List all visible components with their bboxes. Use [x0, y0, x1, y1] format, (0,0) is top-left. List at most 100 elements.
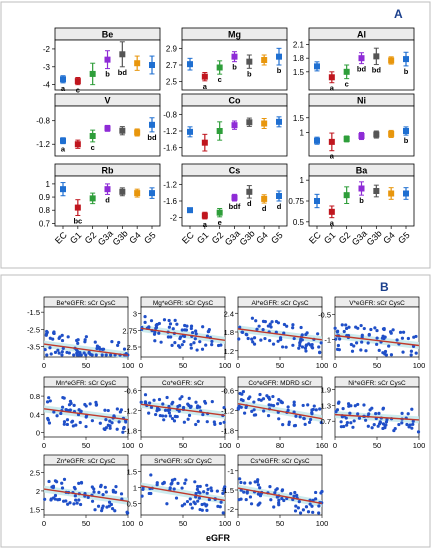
data-point [376, 424, 380, 428]
group-g3b: bd [372, 47, 381, 75]
data-point [312, 404, 316, 408]
y-tick-label: 0.75 [288, 197, 304, 206]
data-point [342, 424, 346, 429]
data-point [182, 334, 187, 338]
panel-b-label: B [380, 280, 389, 294]
data-point [203, 399, 207, 404]
mean-marker [261, 120, 268, 127]
data-point [153, 339, 157, 343]
x-tick-label: 50 [373, 441, 381, 450]
group-ec: a [60, 137, 66, 154]
data-point [184, 328, 189, 332]
data-point [222, 487, 226, 491]
data-point [308, 502, 312, 506]
group-g5: b [276, 47, 282, 75]
subplot-title: Rb [102, 166, 114, 176]
data-point [239, 480, 243, 485]
data-point [157, 331, 161, 335]
data-point [250, 316, 255, 320]
data-point [205, 503, 209, 507]
y-tick-label: 1.5 [30, 505, 40, 514]
data-point [270, 320, 274, 324]
y-tick-label: 2.5 [30, 468, 40, 477]
data-point [219, 500, 223, 504]
data-point [317, 511, 321, 515]
y-tick-label: 0.5 [127, 500, 137, 509]
y-tick-label: 1.2 [224, 347, 234, 356]
data-point [406, 412, 410, 416]
group-g3a: d [104, 183, 111, 204]
subplot-co: Co -0.8 -1.2 -1.6 [163, 93, 288, 157]
data-point [60, 333, 64, 337]
data-point [345, 420, 349, 425]
data-point [77, 498, 81, 502]
data-point [195, 348, 199, 352]
data-point [173, 318, 177, 323]
data-point [110, 340, 114, 344]
x-tick-label: 0 [236, 519, 240, 528]
y-tick-label: 2.5 [166, 78, 178, 87]
data-point [303, 346, 308, 350]
data-point [267, 397, 272, 401]
data-point [62, 499, 66, 503]
group-g1 [74, 139, 81, 149]
data-point [318, 407, 322, 411]
scatter-sr-egfr-scr-cysc: Sr*eGFR: sCr CysC 1.5 1 0.5 0 50 100 [127, 454, 231, 528]
data-point [173, 477, 177, 481]
mean-marker [276, 118, 282, 125]
data-point [261, 397, 266, 401]
mean-marker [216, 209, 223, 216]
data-point [65, 350, 69, 355]
data-point [72, 353, 76, 357]
data-point [98, 421, 102, 425]
group-ec [187, 207, 193, 214]
mean-marker [60, 186, 66, 193]
data-point [400, 411, 404, 415]
group-g3b: b [246, 54, 253, 78]
y-tick-label: 2.9 [166, 44, 178, 53]
data-point [62, 422, 66, 426]
mean-marker [134, 129, 141, 136]
data-point [334, 410, 338, 414]
data-point [275, 495, 279, 499]
data-point [295, 493, 299, 497]
trend-line [237, 328, 323, 341]
group-g5: b [403, 126, 409, 145]
x-tick-label: 100 [122, 361, 135, 370]
trend-line [237, 402, 323, 420]
data-point [281, 345, 285, 349]
data-point [198, 507, 202, 512]
mean-marker [187, 61, 193, 68]
data-point [366, 424, 370, 428]
data-point [364, 349, 368, 353]
group-g5: b [403, 51, 409, 76]
mean-marker [89, 70, 96, 77]
data-point [370, 426, 374, 430]
data-point [280, 496, 284, 501]
mean-marker [358, 185, 365, 192]
data-point [194, 491, 198, 496]
data-point [414, 334, 418, 339]
data-point [173, 414, 177, 418]
data-point [337, 348, 341, 352]
data-point [198, 491, 202, 495]
data-point [99, 484, 103, 489]
data-point [304, 332, 308, 337]
data-point [263, 336, 267, 341]
data-point [334, 337, 338, 341]
x-tick-label: 0 [42, 441, 46, 450]
data-point [48, 336, 52, 340]
y-tick-label: 2.4 [224, 309, 234, 318]
data-point [218, 421, 223, 426]
data-point [244, 497, 248, 502]
data-point [286, 405, 290, 409]
mean-marker [276, 193, 282, 199]
data-point [92, 490, 96, 494]
data-point [294, 414, 298, 418]
mean-marker [388, 57, 395, 64]
data-point [310, 408, 314, 412]
data-point [215, 489, 219, 493]
group-g3b [119, 187, 126, 197]
group-g1: bc [73, 199, 82, 225]
